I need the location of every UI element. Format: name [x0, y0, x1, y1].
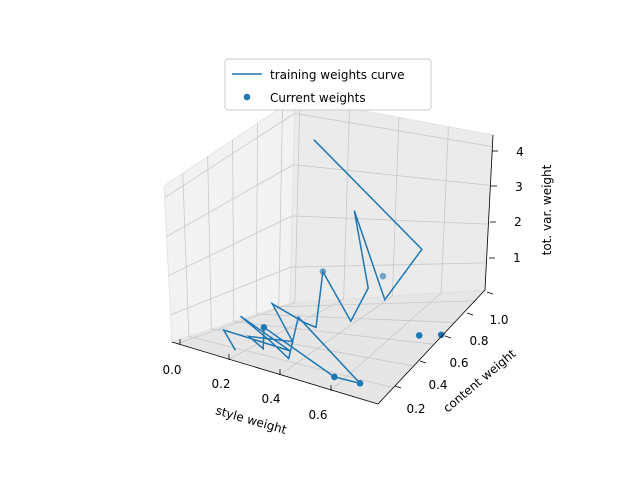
current-weight-point: [319, 268, 327, 275]
current-weight-point: [331, 373, 338, 381]
x-gridline-wall: [391, 117, 400, 297]
current-weight-point: [356, 380, 364, 387]
z-gridline-left: [168, 215, 293, 277]
legend-box: [224, 58, 432, 111]
legend: training weights curve Current weights: [224, 58, 432, 111]
y-tick-label: 0.2: [406, 402, 425, 416]
x-tick-label: 0.2: [211, 377, 230, 391]
x-axis-label: style weight: [214, 403, 288, 437]
y-gridline-wall: [182, 173, 190, 337]
y-gridline-wall: [232, 139, 235, 322]
x-gridline-floor: [331, 292, 442, 391]
x-ticks: 0.0 0.2 0.4 0.6: [162, 339, 332, 422]
current-weight-point: [260, 324, 268, 331]
z-tick-label: 4: [516, 145, 524, 159]
y-gridline-floor: [188, 336, 394, 389]
z-tick-label: 3: [515, 180, 523, 194]
grid-lines: [164, 98, 493, 391]
legend-label-curve: training weights curve: [270, 68, 404, 82]
y-tick-label: 1.0: [489, 313, 508, 327]
y-tick-label: 0.8: [469, 334, 488, 348]
current-weight-point: [415, 332, 423, 339]
z-tick-label: 1: [513, 251, 521, 265]
current-weight-point: [379, 272, 387, 280]
y-axis-line: [377, 289, 486, 405]
y-gridline-wall: [255, 123, 258, 315]
training-weights-curve: [222, 139, 423, 385]
y-ticks: 0.2 0.4 0.6 0.8 1.0: [394, 291, 509, 416]
x-tick-label: 0.0: [162, 363, 181, 377]
legend-marker-swatch: [243, 93, 251, 101]
z-axis-line: [484, 134, 494, 291]
z-gridline-back: [290, 262, 487, 268]
y-gridline-floor: [256, 313, 455, 323]
z-gridline-back: [292, 215, 489, 225]
y-gridline-wall: [207, 156, 212, 330]
y-gridline-wall: [278, 106, 283, 307]
current-weights-group: [260, 268, 445, 387]
z-tick-label: 2: [514, 215, 522, 229]
y-gridline-floor: [233, 321, 435, 345]
z-gridline-left: [164, 113, 295, 199]
x-axis-line: [171, 341, 379, 405]
x-gridline-floor: [279, 295, 393, 375]
z-gridline-left: [166, 164, 294, 238]
z-axis-label: tot. var. weight: [540, 164, 554, 255]
z-gridline-back: [294, 112, 493, 148]
z-ticks: 1 2 3 4: [489, 145, 524, 265]
y-tick-label: 0.6: [449, 356, 468, 370]
training-curve-group: [222, 139, 423, 385]
x-gridline-wall: [294, 98, 301, 303]
current-weight-point: [437, 331, 445, 339]
z-gridline-back: [293, 164, 491, 186]
y-gridline-floor: [278, 300, 475, 308]
z-gridline-left: [170, 266, 292, 316]
x-tick-label: 0.6: [308, 408, 327, 422]
y-gridline-floor: [211, 328, 414, 367]
y-tick-label: 0.4: [428, 378, 447, 392]
legend-label-points: Current weights: [270, 91, 366, 105]
x-gridline-wall: [343, 108, 350, 300]
x-tick-label: 0.4: [261, 392, 280, 406]
x-gridline-wall: [440, 126, 449, 293]
